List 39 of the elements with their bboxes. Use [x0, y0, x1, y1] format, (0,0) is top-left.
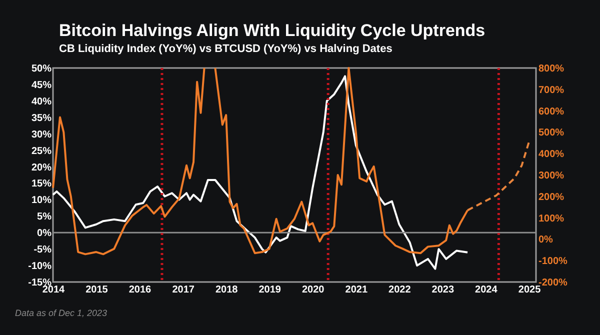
y-tick-label: -10% [28, 261, 52, 272]
x-tick-label: 2016 [128, 284, 152, 296]
y-tick-label: 45% [31, 80, 52, 91]
x-tick-label: 2019 [258, 284, 282, 296]
y2-tick-label: 300% [538, 170, 564, 182]
x-tick-label: 2022 [388, 284, 412, 296]
x-tick-label: 2018 [215, 284, 238, 296]
y2-tick-label: 500% [538, 128, 564, 139]
y-tick-label: 40% [31, 96, 52, 108]
y2-tick-label: 700% [538, 84, 564, 96]
y2-tick-label: 100% [538, 213, 564, 224]
y-tick-label: 35% [31, 112, 52, 124]
y-tick-label: 50% [31, 64, 52, 74]
chart-title: Bitcoin Halvings Align With Liquidity Cycle Uptrends [59, 21, 486, 40]
y-tick-label: 30% [31, 129, 52, 140]
y2-tick-label: 800% [538, 64, 564, 74]
x-tick-label: 2020 [302, 284, 325, 296]
y2-tick-label: 0% [538, 234, 554, 246]
y-tick-label: 25% [31, 146, 52, 157]
text: Data as of Dec 1, 2023 [15, 308, 108, 318]
y-tick-label: 5% [37, 212, 52, 223]
x-tick-label: 2023 [432, 284, 454, 296]
x-tick-label: 2015 [86, 284, 108, 296]
y2-tick-label: -100% [538, 256, 568, 268]
x-tick-label: 2024 [475, 284, 498, 296]
x-tick-label: 2021 [345, 284, 368, 296]
y2-tick-label: -200% [538, 278, 568, 288]
y2-tick-label: 600% [538, 106, 564, 118]
y-tick-label: -5% [34, 244, 52, 256]
y2-tick-label: 400% [538, 149, 564, 160]
x-tick-label: 2025 [518, 284, 542, 296]
y-tick-label: 10% [31, 195, 52, 206]
y2-tick-label: 200% [538, 192, 564, 203]
x-tick-label: 2017 [172, 284, 195, 296]
chart-subtitle: CB Liquidity Index (YoY%) vs BTCUSD (YoY%) vs Halving Dates [59, 43, 392, 55]
y-tick-label: 15% [31, 178, 52, 190]
y-tick-label: 20% [31, 162, 52, 174]
line-series [466, 140, 530, 212]
y-tick-label: 0% [37, 228, 52, 240]
